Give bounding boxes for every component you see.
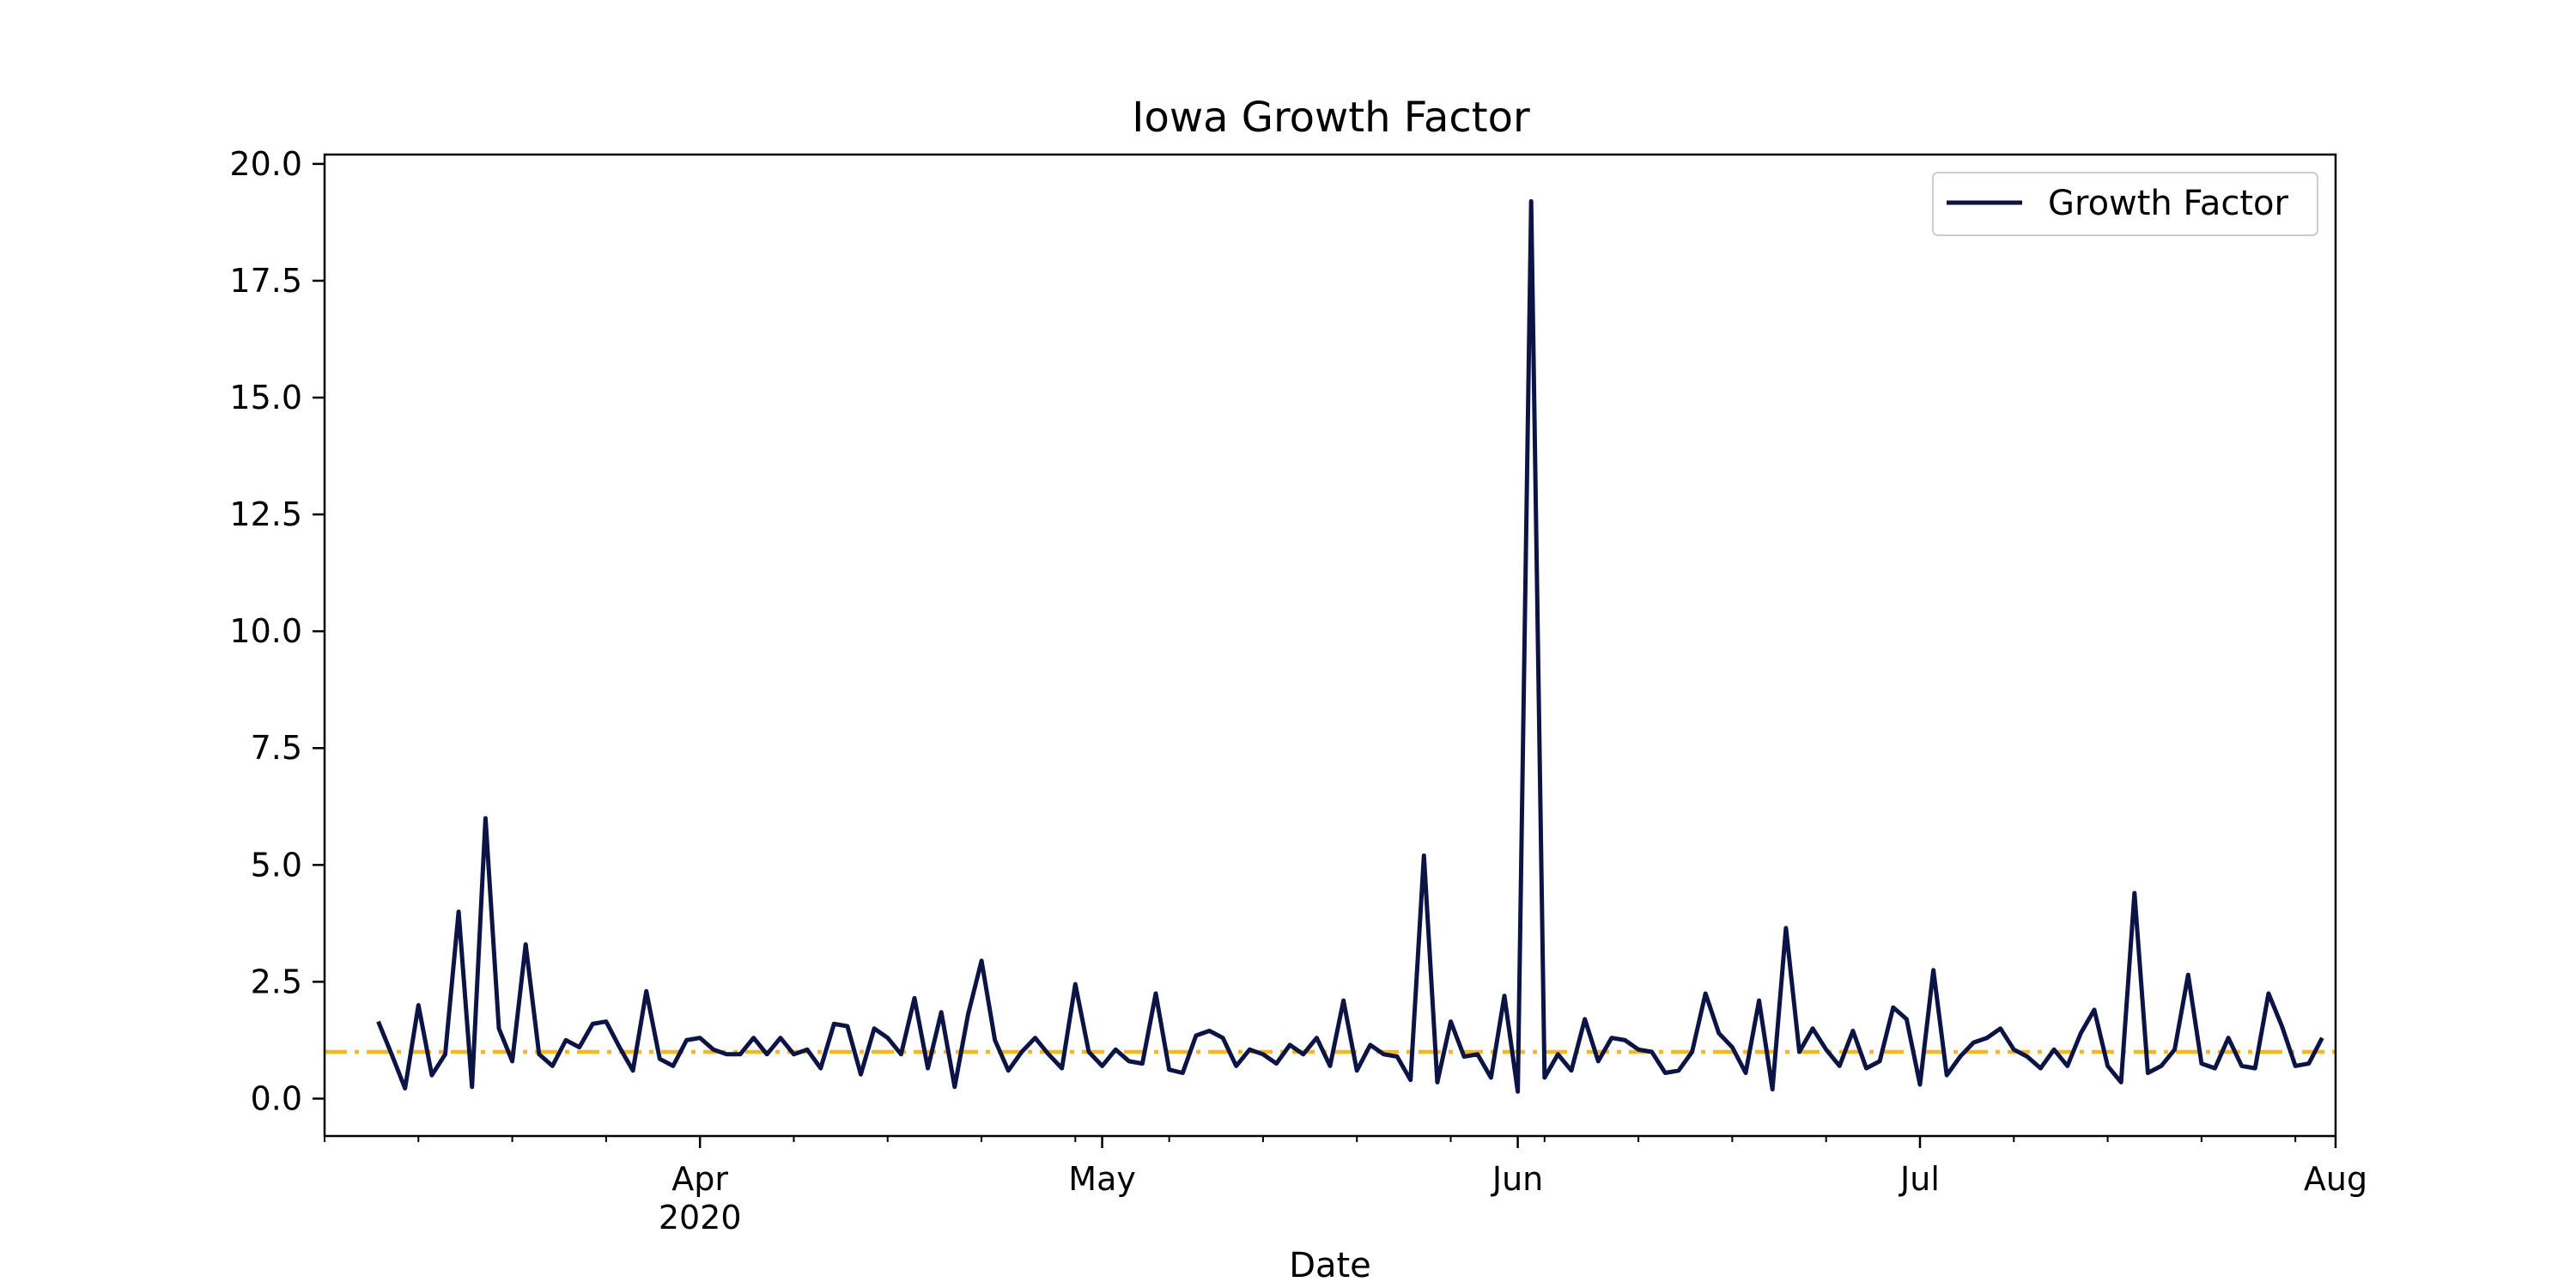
plot-area [323, 153, 2337, 1138]
chart-title: Iowa Growth Factor [1132, 94, 1530, 142]
x-tick-label: Apr [671, 1160, 728, 1198]
x-tick-label: Jul [1899, 1160, 1940, 1198]
y-tick-label: 17.5 [229, 262, 302, 300]
x-axis-label: Date [1289, 1246, 1371, 1285]
legend-label-growth-factor: Growth Factor [2048, 184, 2288, 223]
y-tick-label: 5.0 [251, 846, 302, 884]
legend: Growth Factor [1932, 172, 2318, 236]
plot-frame [323, 153, 2337, 1138]
y-tick-label: 20.0 [229, 145, 302, 183]
plot-background [325, 155, 2336, 1136]
y-tick-label: 12.5 [229, 495, 302, 533]
y-tick-label: 15.0 [229, 379, 302, 416]
y-tick-label: 10.0 [229, 612, 302, 650]
x-tick-sublabel: 2020 [659, 1199, 742, 1236]
x-tick-label: Aug [2304, 1160, 2367, 1198]
y-tick-label: 7.5 [251, 729, 302, 767]
series-line-growth-factor [376, 198, 2324, 1094]
series-layer [376, 198, 2324, 1094]
y-tick-label: 2.5 [251, 963, 302, 1000]
x-tick-label: May [1068, 1160, 1136, 1198]
y-tick-label: 0.0 [251, 1079, 302, 1117]
x-tick-label: Jun [1491, 1160, 1543, 1198]
y-axis: 0.0 2.5 5.0 7.5 10.0 12.5 15.0 17.5 20.0 [229, 145, 325, 1117]
legend-box [1932, 172, 2318, 236]
